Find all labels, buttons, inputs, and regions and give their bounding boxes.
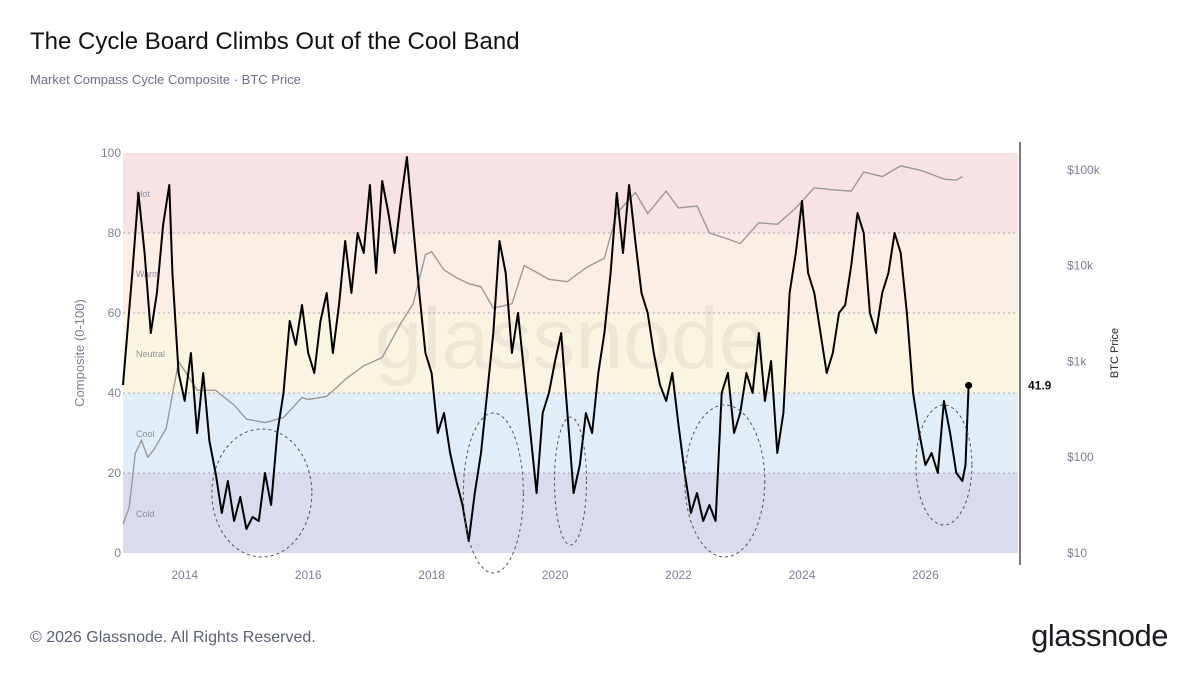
composite-line	[122, 156, 970, 542]
y2-tick-label: $100	[1067, 450, 1094, 464]
trough-highlight-ellipse	[684, 404, 766, 558]
y-tick-label: 0	[114, 546, 121, 560]
watermark: glassnode	[374, 291, 766, 387]
x-tick-label: 2026	[912, 568, 939, 582]
glassnode-logo: glassnode	[1031, 618, 1168, 653]
band-label-warm: Warm	[136, 269, 160, 279]
band-neutral	[123, 313, 1018, 393]
y2-axis-label: BTC Price	[1109, 328, 1121, 378]
x-tick-label: 2018	[418, 568, 445, 582]
band-label-cold: Cold	[136, 509, 155, 519]
y2-tick-label: $10	[1067, 546, 1087, 560]
x-tick-label: 2016	[295, 568, 322, 582]
x-tick-label: 2022	[665, 568, 692, 582]
y-tick-label: 100	[101, 146, 121, 160]
y-tick-label: 20	[108, 466, 122, 480]
y2-tick-label: $10k	[1067, 259, 1094, 273]
x-tick-label: 2024	[789, 568, 816, 582]
cycle-composite-chart: Cold Cool Neutral Warm Hot glassnode 41.9 0 20 40…	[72, 142, 1121, 582]
x-tick-label: 2014	[171, 568, 198, 582]
band-label-neutral: Neutral	[136, 349, 165, 359]
last-value-label: 41.9	[1028, 378, 1052, 392]
band-hot	[123, 153, 1018, 233]
trough-highlight-ellipse	[462, 412, 524, 574]
band-label-cool: Cool	[136, 429, 155, 439]
x-tick-label: 2020	[542, 568, 569, 582]
trough-highlight-ellipse	[211, 428, 313, 558]
band-cold	[123, 473, 1018, 553]
y2-tick-label: $100k	[1067, 163, 1101, 177]
y-tick-label: 60	[108, 306, 122, 320]
y-tick-label: 80	[108, 226, 122, 240]
btc-price-line	[122, 165, 963, 525]
chart-title: The Cycle Board Climbs Out of the Cool B…	[30, 28, 520, 55]
y-tick-label: 40	[108, 386, 122, 400]
y-axis-label: Composite (0-100)	[72, 299, 87, 407]
y2-tick-label: $1k	[1067, 354, 1087, 368]
trough-highlight-ellipse	[554, 416, 587, 546]
band-label-hot: Hot	[136, 189, 151, 199]
last-value-marker	[965, 381, 973, 389]
trough-highlight-ellipse	[915, 404, 973, 526]
copyright-text: © 2026 Glassnode. All Rights Reserved.	[30, 629, 316, 646]
chart-subtitle: Market Compass Cycle Composite · BTC Pri…	[30, 72, 301, 87]
